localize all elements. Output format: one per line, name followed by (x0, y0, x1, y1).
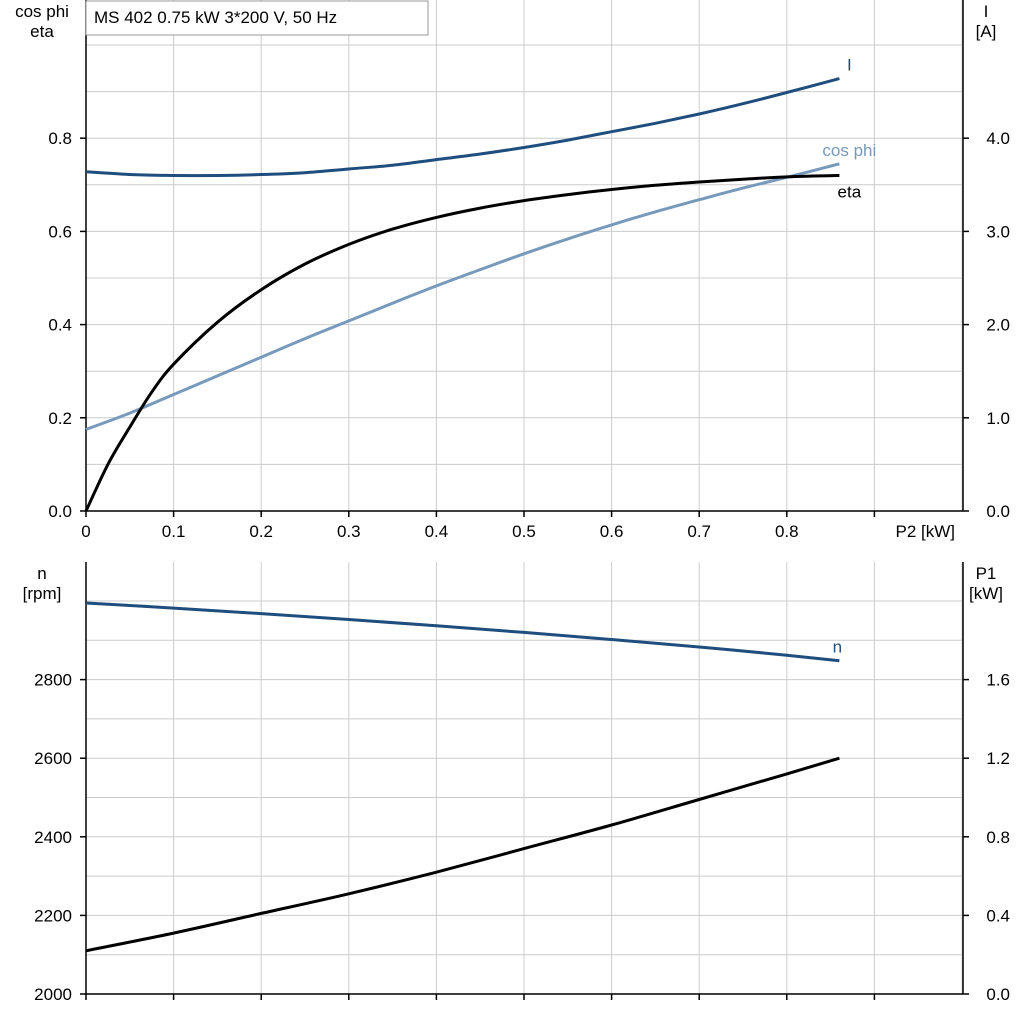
left-tick-label: 0.8 (48, 129, 72, 148)
left-tick-label: 0.0 (48, 502, 72, 521)
title-box: MS 402 0.75 kW 3*200 V, 50 Hz (85, 0, 429, 36)
x-tick-label: 0.1 (162, 522, 186, 541)
x-tick-label: 0.8 (775, 522, 799, 541)
left-tick-label: 2400 (34, 828, 72, 847)
series-n-line (85, 601, 840, 663)
right-axis-label: I (984, 2, 989, 21)
series-p1-line (85, 756, 840, 953)
right-tick-label: 4.0 (986, 129, 1010, 148)
series-eta-label: eta (838, 182, 862, 201)
series-eta-line (84, 174, 840, 512)
left-axis-label: eta (30, 22, 54, 41)
right-tick-label: 3.0 (986, 222, 1010, 241)
series-cos-phi-label: cos phi (822, 141, 876, 160)
left-tick-label: 0.2 (48, 409, 72, 428)
right-tick-label: 0.4 (986, 906, 1010, 925)
bottom-panel: 200022002400260028000.00.40.81.21.6n[rpm… (23, 562, 1010, 1004)
left-tick-label: 2200 (34, 906, 72, 925)
x-tick-label: 0 (81, 522, 90, 541)
chart-title: MS 402 0.75 kW 3*200 V, 50 Hz (94, 8, 337, 27)
x-tick-label: 0.4 (425, 522, 449, 541)
right-tick-label: 2.0 (986, 316, 1010, 335)
series-i-line (85, 77, 840, 178)
x-tick-label: 0.2 (249, 522, 273, 541)
series-n-label: n (833, 638, 842, 657)
left-axis-label: n (37, 564, 46, 583)
x-axis-label: P2 [kW] (895, 522, 955, 541)
left-tick-label: 2600 (34, 749, 72, 768)
right-tick-label: 1.0 (986, 409, 1010, 428)
left-axis-label: [rpm] (23, 584, 62, 603)
x-tick-label: 0.5 (512, 522, 536, 541)
right-axis-label: [kW] (969, 584, 1003, 603)
left-tick-label: 0.4 (48, 316, 72, 335)
left-tick-label: 2000 (34, 985, 72, 1004)
right-tick-label: 1.6 (986, 671, 1010, 690)
left-tick-label: 0.6 (48, 222, 72, 241)
right-tick-label: 0.0 (986, 502, 1010, 521)
right-axis-label: [A] (976, 22, 997, 41)
right-axis-label: P1 (976, 564, 997, 583)
left-tick-label: 2800 (34, 671, 72, 690)
right-tick-label: 0.8 (986, 828, 1010, 847)
series-cos-phi-line (85, 162, 840, 431)
series-i-label: I (847, 56, 852, 75)
right-tick-label: 1.2 (986, 749, 1010, 768)
left-axis-label: cos phi (15, 2, 69, 21)
x-tick-label: 0.3 (337, 522, 361, 541)
top-panel: 0.0 0.2 0.4 0.6 0.8 0.0 1.0 2.0 3.0 4.0 0 0.1 0.2 0.3… (15, 0, 1010, 541)
x-tick-label: 0.7 (687, 522, 711, 541)
title-box-frame (85, 0, 429, 36)
right-tick-label: 0.0 (986, 985, 1010, 1004)
x-tick-label: 0.6 (600, 522, 624, 541)
